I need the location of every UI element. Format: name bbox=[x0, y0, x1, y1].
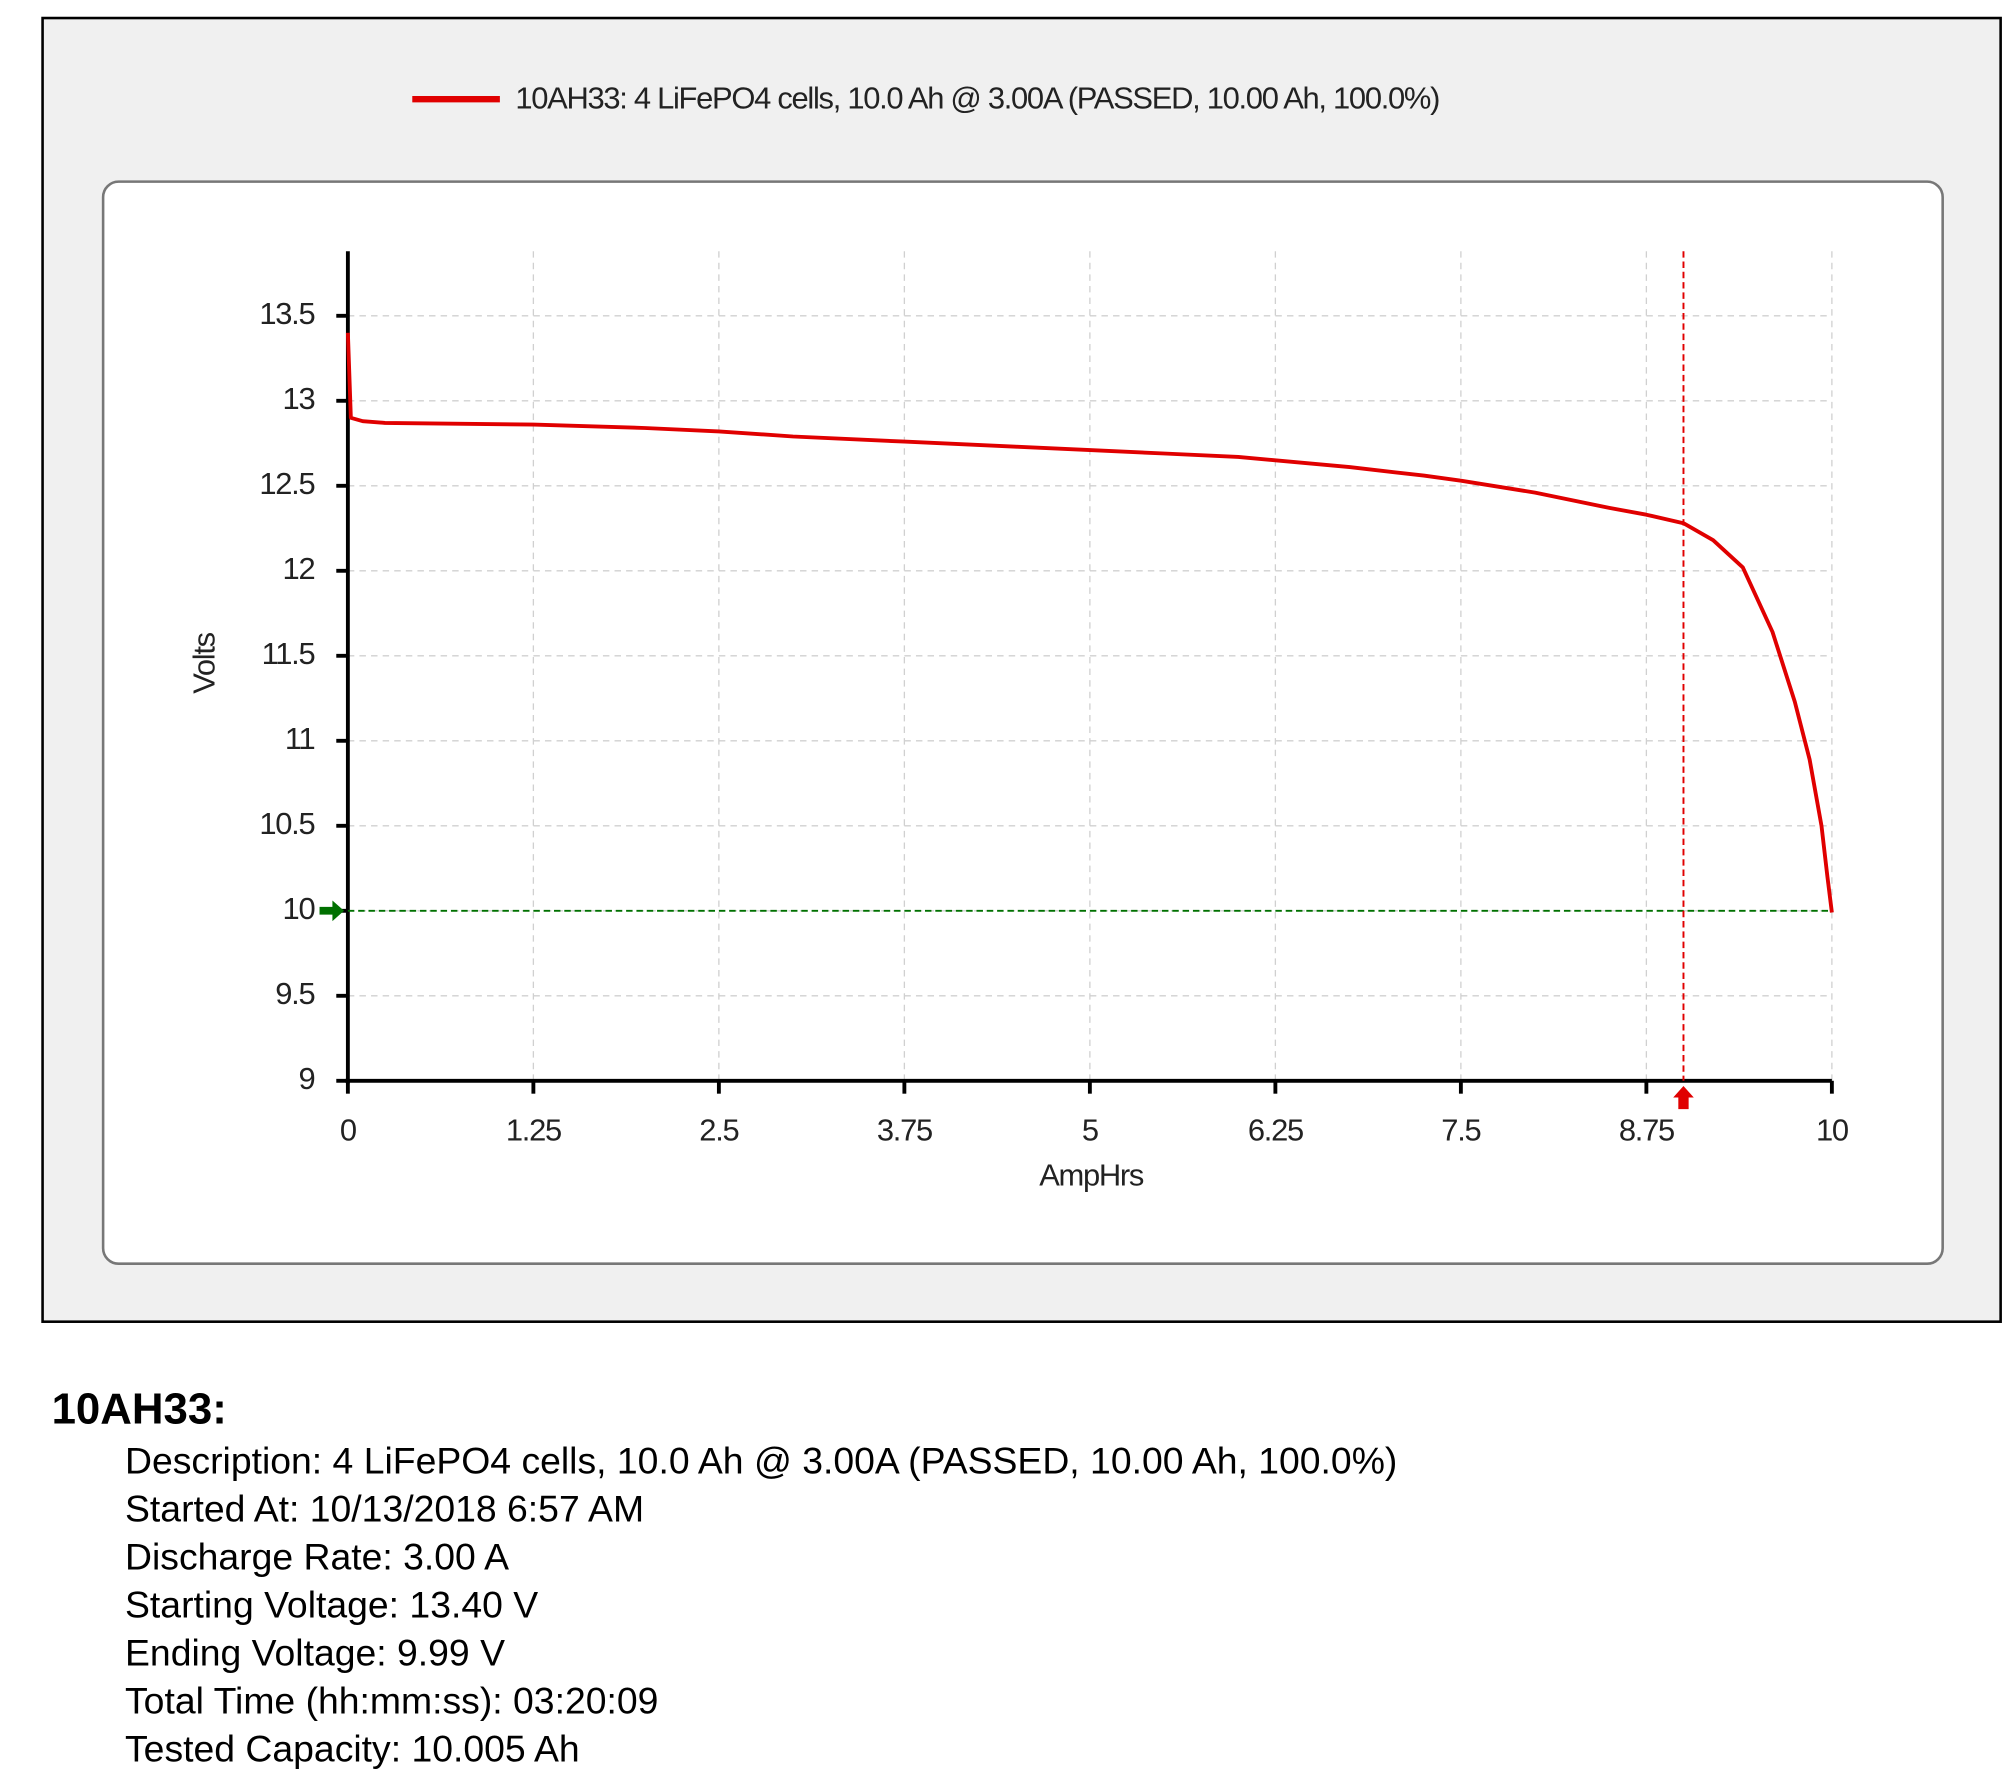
x-tick-label: 0 bbox=[340, 1112, 356, 1147]
y-tick-label: 13.5 bbox=[259, 296, 314, 331]
x-tick-label: 8.75 bbox=[1619, 1112, 1674, 1147]
y-tick-label: 10 bbox=[283, 891, 315, 926]
details-line: Started At: 10/13/2018 6:57 AM bbox=[125, 1487, 644, 1529]
details-line: Tested Capacity: 10.005 Ah bbox=[125, 1728, 580, 1770]
cutoff-arrow bbox=[319, 900, 345, 922]
y-tick-label: 10.5 bbox=[259, 806, 314, 841]
x-tick-label: 3.75 bbox=[877, 1112, 932, 1147]
details-line: Total Time (hh:mm:ss): 03:20:09 bbox=[125, 1679, 658, 1721]
x-tick-label: 1.25 bbox=[506, 1112, 561, 1147]
x-tick-label: 5 bbox=[1082, 1112, 1098, 1147]
x-tick-label: 2.5 bbox=[699, 1112, 738, 1147]
x-axis-label: AmpHrs bbox=[1039, 1158, 1144, 1193]
y-tick-label: 9 bbox=[298, 1061, 314, 1096]
details-line: Ending Voltage: 9.99 V bbox=[125, 1631, 505, 1673]
plot-panel bbox=[101, 180, 1944, 1266]
details-line: Discharge Rate: 3.00 A bbox=[125, 1535, 509, 1577]
y-tick-label: 11 bbox=[285, 721, 315, 756]
legend-label: 10AH33: 4 LiFePO4 cells, 10.0 Ah @ 3.00A… bbox=[515, 81, 1439, 116]
series-line bbox=[345, 332, 1834, 913]
y-axis-label: Volts bbox=[186, 632, 221, 693]
y-tick-label: 12 bbox=[283, 551, 315, 586]
details-title: 10AH33: bbox=[52, 1384, 227, 1433]
marker-arrow bbox=[1673, 1085, 1694, 1110]
x-tick-label: 7.5 bbox=[1441, 1112, 1480, 1147]
y-tick-label: 11.5 bbox=[262, 636, 315, 671]
y-tick-label: 13 bbox=[283, 381, 315, 416]
details-line: Starting Voltage: 13.40 V bbox=[125, 1583, 538, 1625]
x-tick-label: 6.25 bbox=[1248, 1112, 1303, 1147]
details-line: Description: 4 LiFePO4 cells, 10.0 Ah @ … bbox=[125, 1439, 1397, 1481]
y-tick-label: 12.5 bbox=[259, 466, 314, 501]
y-tick-label: 9.5 bbox=[275, 976, 314, 1011]
x-tick-label: 10 bbox=[1816, 1112, 1848, 1147]
